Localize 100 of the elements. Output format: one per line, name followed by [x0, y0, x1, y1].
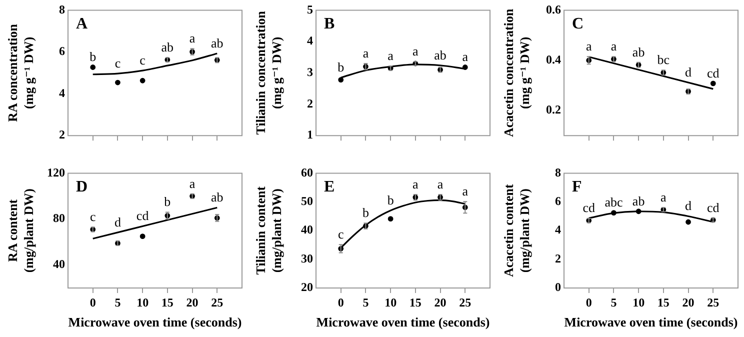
- annotation: c: [90, 209, 96, 224]
- x-tick-label: 5: [610, 295, 617, 310]
- annotation: ab: [632, 193, 645, 208]
- point: [636, 208, 642, 214]
- point: [115, 80, 120, 86]
- y-tick-label: 1: [307, 128, 313, 142]
- annotation: a: [412, 176, 419, 192]
- y-tick-label: 4: [59, 86, 65, 100]
- annotation: cd: [707, 200, 720, 215]
- y-axis-title: Tilianin concentration (mg g⁻¹ DW): [253, 10, 284, 135]
- annotation: cd: [136, 208, 150, 224]
- x-axis-title: Microwave oven time (seconds): [68, 314, 242, 330]
- x-tick-label: 10: [136, 295, 149, 310]
- point: [90, 64, 96, 70]
- x-tick-label: 20: [682, 295, 694, 310]
- y-tick-label: 40: [301, 222, 313, 237]
- annotation: b: [338, 60, 344, 75]
- y-tick-label: 5: [307, 2, 313, 16]
- x-tick-label: 25: [707, 295, 720, 310]
- y-tick-label: 120: [47, 165, 65, 180]
- x-tick-label: 0: [338, 295, 344, 310]
- annotation: d: [685, 64, 692, 80]
- annotation: B: [324, 15, 335, 32]
- x-tick-label: 0: [586, 295, 592, 310]
- annotation: cd: [707, 65, 720, 80]
- y-axis-title: Acacetin concentration (mg g⁻¹ DW): [501, 8, 532, 137]
- annotation: a: [660, 189, 667, 204]
- y-tick-label: 0.2: [546, 102, 561, 117]
- y-tick-label: 8: [555, 165, 561, 180]
- y-tick-label: 0.6: [546, 2, 561, 16]
- annotation: a: [189, 176, 196, 191]
- point: [140, 78, 146, 84]
- point: [140, 234, 146, 240]
- y-tick-label: 2: [555, 251, 561, 266]
- x-tick-label: 15: [409, 295, 422, 310]
- y-axis-title: Acacetin content (mg/plant DW): [501, 184, 532, 277]
- point: [686, 219, 691, 225]
- y-tick-label: 2: [59, 128, 65, 142]
- y-tick-label: 3: [307, 64, 313, 79]
- annotation: c: [338, 226, 344, 242]
- annotation: ab: [211, 35, 224, 50]
- annotation: b: [387, 192, 394, 208]
- y-axis-title: RA concentration (mg g⁻¹ DW): [5, 23, 36, 122]
- point: [338, 77, 344, 82]
- x-tick-label: 10: [384, 295, 397, 310]
- y-tick-label: 8: [59, 2, 65, 16]
- annotation: d: [685, 198, 692, 214]
- x-tick-label: 5: [362, 295, 369, 310]
- annotation: C: [572, 15, 584, 32]
- annotation: c: [114, 55, 121, 70]
- y-tick-label: 50: [301, 194, 313, 208]
- y-axis-title: Tilianin content (mg/plant DW): [253, 186, 284, 275]
- point: [611, 210, 616, 216]
- annotation: ab: [434, 47, 446, 62]
- x-tick-label: 0: [90, 295, 96, 310]
- annotation: cd: [582, 200, 596, 216]
- annotation: a: [462, 184, 468, 199]
- point: [462, 64, 468, 70]
- annotation: b: [362, 205, 369, 220]
- x-tick-label: 10: [632, 295, 645, 310]
- x-tick-label: 20: [434, 295, 446, 310]
- y-tick-label: 4: [555, 222, 561, 237]
- annotation: abc: [604, 194, 623, 210]
- y-tick-label: 4: [307, 34, 313, 48]
- y-tick-label: 6: [555, 194, 561, 208]
- x-tick-label: 5: [114, 295, 121, 310]
- annotation: E: [324, 178, 335, 196]
- annotation: a: [388, 48, 394, 63]
- annotation: D: [76, 178, 88, 196]
- annotation: ab: [211, 190, 224, 205]
- annotation: A: [76, 15, 88, 32]
- y-tick-label: 0: [555, 280, 561, 294]
- annotation: a: [610, 38, 617, 54]
- y-axis-title: RA content (mg/plant DW): [5, 188, 36, 273]
- x-tick-label: 15: [657, 295, 670, 310]
- y-tick-label: 40: [53, 257, 65, 272]
- y-tick-label: 20: [301, 280, 313, 294]
- y-tick-label: 0.4: [546, 52, 561, 66]
- y-tick-label: 2: [307, 96, 313, 110]
- annotation: a: [362, 45, 369, 60]
- annotation: b: [164, 194, 171, 210]
- x-tick-label: 25: [459, 295, 472, 310]
- y-tick-label: 6: [59, 44, 65, 58]
- y-tick-label: 80: [53, 211, 65, 226]
- annotation: ab: [632, 44, 645, 60]
- y-tick-label: 30: [301, 251, 313, 266]
- annotation: a: [462, 49, 468, 64]
- annotation: bc: [657, 52, 670, 68]
- annotation: a: [437, 176, 444, 192]
- annotation: a: [586, 38, 592, 54]
- point: [388, 216, 394, 222]
- annotation: ab: [161, 40, 174, 55]
- annotation: a: [189, 30, 196, 46]
- annotation: a: [412, 44, 419, 59]
- annotation: b: [90, 49, 96, 64]
- annotation: d: [114, 214, 122, 230]
- annotation: c: [140, 52, 146, 68]
- x-axis-title: Microwave oven time (seconds): [564, 314, 738, 330]
- y-tick-label: 60: [301, 165, 313, 180]
- x-tick-label: 15: [161, 295, 174, 310]
